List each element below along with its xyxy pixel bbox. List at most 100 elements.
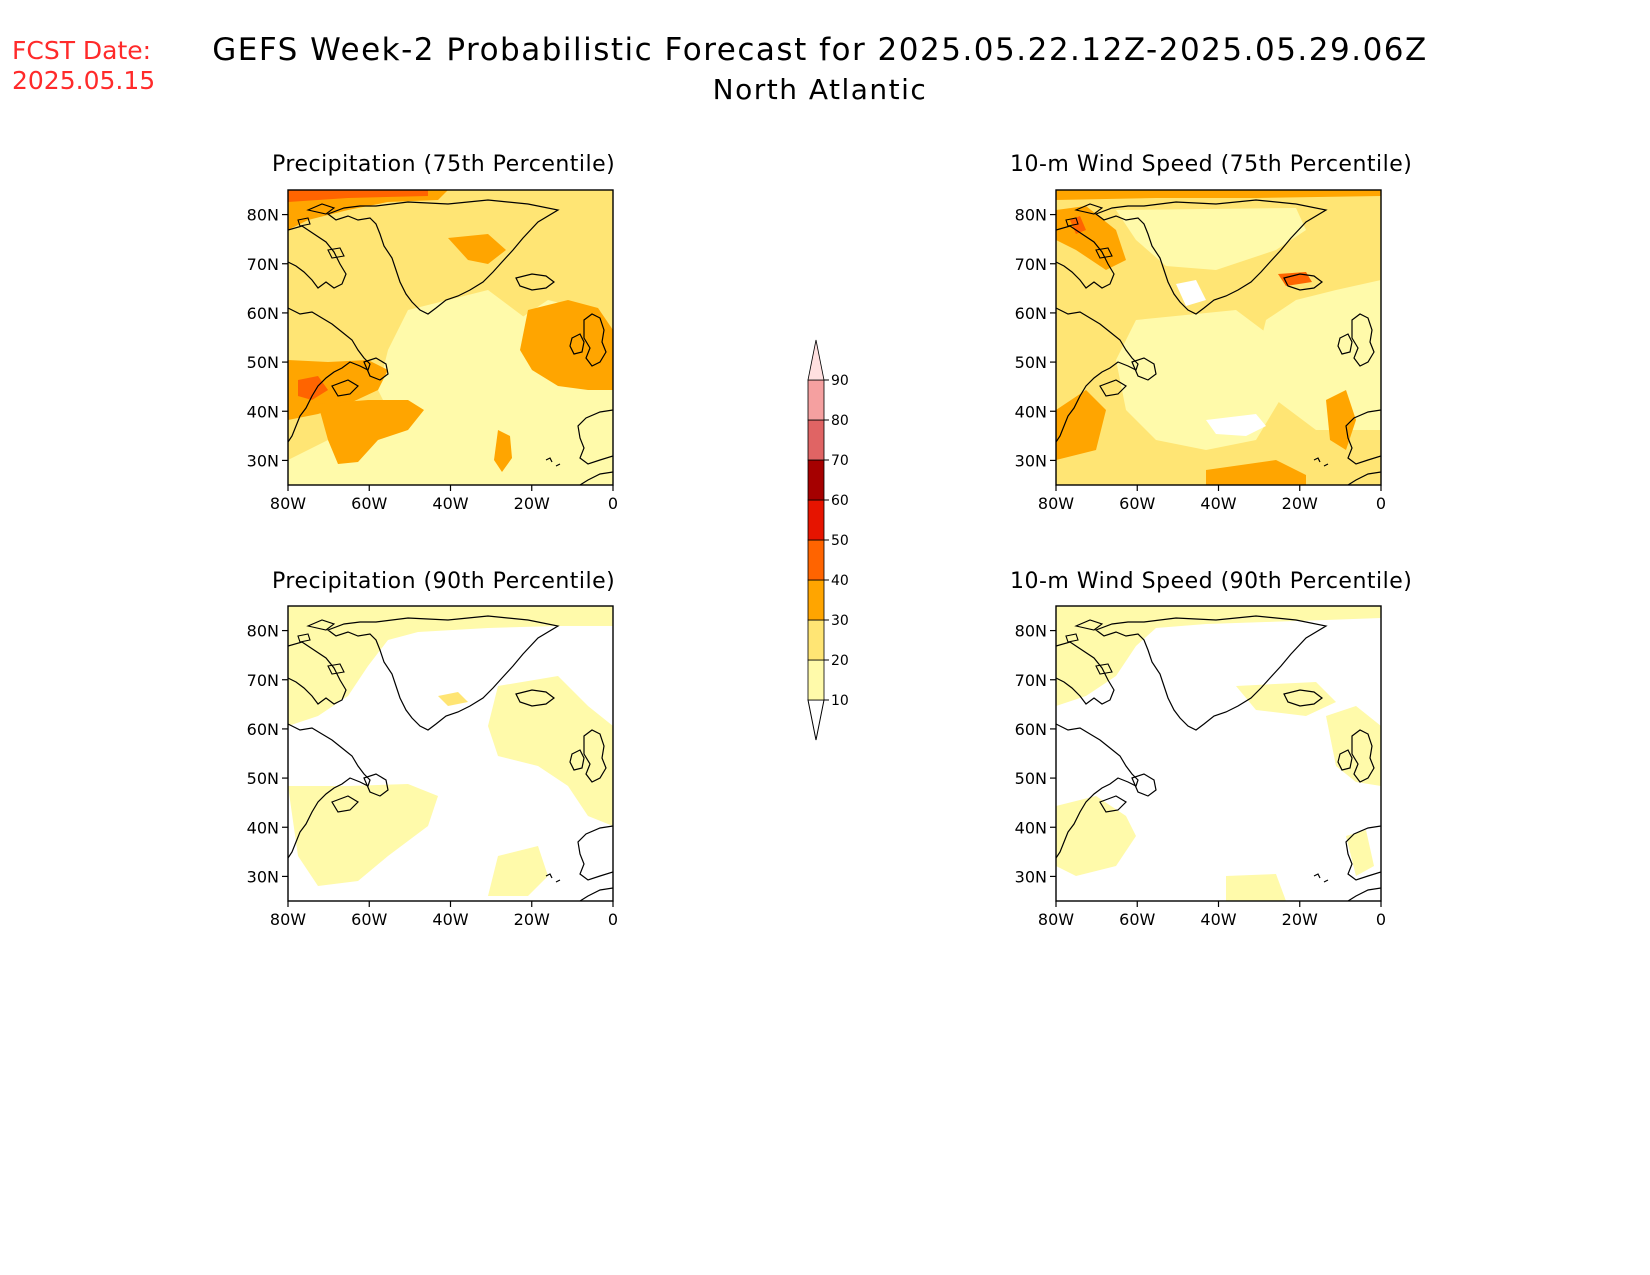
probability-shading bbox=[1056, 796, 1136, 876]
coastline bbox=[1131, 357, 1157, 381]
map-precip90: 80N 70N 60N 50N 40N 30N 80W 60W 40W 20W 0 bbox=[247, 605, 618, 929]
probability-shading bbox=[488, 676, 613, 826]
coastline bbox=[1347, 887, 1381, 901]
lon-tick-label: 20W bbox=[514, 494, 550, 513]
colorbar-max-triangle bbox=[807, 339, 825, 381]
panel-title-wind90: 10-m Wind Speed (90th Percentile) bbox=[1010, 569, 1413, 594]
lon-tick-label: 0 bbox=[1376, 494, 1386, 513]
forecast-date: FCST Date: 2025.05.15 bbox=[12, 36, 155, 96]
coastline bbox=[326, 615, 560, 731]
coastline bbox=[1345, 409, 1381, 465]
lon-tick-label: 60W bbox=[1119, 494, 1155, 513]
probability-shading bbox=[1326, 390, 1356, 450]
lat-tick-label: 30N bbox=[247, 451, 279, 470]
coastline bbox=[579, 887, 613, 901]
coastline bbox=[1094, 615, 1328, 731]
coastline bbox=[1094, 199, 1328, 315]
colorbar-segment bbox=[807, 539, 825, 581]
coastline bbox=[579, 471, 613, 485]
colorbar-segment bbox=[807, 459, 825, 501]
lat-tick-label: 40N bbox=[247, 818, 279, 837]
coastline bbox=[331, 795, 359, 813]
coastline bbox=[1099, 379, 1127, 397]
lon-tick-label: 20W bbox=[1282, 494, 1318, 513]
coastline bbox=[1056, 723, 1139, 859]
coastline bbox=[1351, 313, 1375, 367]
colorbar-segment bbox=[807, 499, 825, 541]
lon-tick-label: 60W bbox=[1119, 910, 1155, 929]
probability-shading bbox=[1176, 280, 1206, 306]
figure-header: GEFS Week-2 Probabilistic Forecast for 2… bbox=[200, 30, 1440, 110]
coastline bbox=[569, 333, 585, 355]
coastline bbox=[288, 723, 371, 859]
coastline bbox=[515, 689, 555, 707]
map-panel-precip90: 80N 70N 60N 50N 40N 30N 80W 60W 40W 20W 0 bbox=[230, 605, 630, 936]
map-field bbox=[288, 190, 613, 485]
probability-shading bbox=[298, 376, 328, 400]
probability-shading bbox=[1346, 830, 1374, 876]
lon-tick-label: 80W bbox=[1038, 494, 1074, 513]
coastline bbox=[583, 313, 607, 367]
colorbar-tick-label: 80 bbox=[831, 413, 849, 429]
colorbar-tick-label: 20 bbox=[831, 653, 849, 669]
lon-tick-label: 40W bbox=[432, 910, 468, 929]
coastline bbox=[363, 357, 389, 381]
coastline bbox=[1056, 307, 1139, 443]
colorbar-segment bbox=[807, 379, 825, 421]
coastline bbox=[1337, 749, 1353, 771]
lon-tick-label: 20W bbox=[1282, 910, 1318, 929]
coastline bbox=[577, 409, 613, 465]
lat-tick-label: 60N bbox=[1015, 720, 1047, 739]
lon-tick-label: 80W bbox=[270, 910, 306, 929]
lat-tick-label: 40N bbox=[247, 402, 279, 421]
lat-tick-label: 30N bbox=[247, 867, 279, 886]
coastline bbox=[1347, 471, 1381, 485]
map-field bbox=[1056, 190, 1381, 485]
coastline bbox=[1351, 729, 1375, 783]
forecast-date-label: FCST Date: bbox=[12, 36, 152, 65]
coastline bbox=[1283, 689, 1323, 707]
panel-title-precip90: Precipitation (90th Percentile) bbox=[272, 569, 616, 594]
coastline bbox=[1131, 773, 1157, 797]
colorbar-min-triangle bbox=[807, 699, 825, 741]
lat-tick-label: 40N bbox=[1015, 402, 1047, 421]
colorbar-segment bbox=[807, 419, 825, 461]
probability-shading bbox=[494, 430, 512, 472]
colorbar-tick-label: 90 bbox=[831, 373, 849, 389]
coastline bbox=[1099, 795, 1127, 813]
lat-tick-label: 80N bbox=[1015, 206, 1047, 225]
coastline bbox=[1056, 225, 1115, 289]
coastline bbox=[1056, 641, 1115, 705]
coastline bbox=[288, 225, 347, 289]
lat-tick-label: 70N bbox=[247, 671, 279, 690]
lat-tick-label: 50N bbox=[247, 353, 279, 372]
colorbar-tick-label: 50 bbox=[831, 533, 849, 549]
coastline bbox=[545, 873, 561, 883]
colorbar-segment bbox=[807, 579, 825, 621]
coastline bbox=[288, 641, 347, 705]
colorbar-segment bbox=[807, 659, 825, 701]
lat-tick-label: 40N bbox=[1015, 818, 1047, 837]
lat-tick-label: 70N bbox=[1015, 255, 1047, 274]
colorbar-segment bbox=[807, 619, 825, 661]
coastline bbox=[326, 199, 560, 315]
figure-subtitle: North Atlantic bbox=[712, 73, 928, 106]
lon-tick-label: 40W bbox=[1200, 494, 1236, 513]
colorbar-tick-label: 60 bbox=[831, 493, 849, 509]
probability-shading bbox=[288, 784, 438, 886]
probability-shading bbox=[318, 400, 424, 464]
probability-shading bbox=[1056, 606, 1381, 706]
probability-shading bbox=[438, 692, 468, 706]
colorbar-tick-label: 10 bbox=[831, 693, 849, 709]
coastline bbox=[297, 619, 345, 675]
lat-tick-label: 80N bbox=[1015, 622, 1047, 641]
coastline bbox=[1065, 619, 1113, 675]
map-panel-wind90: 80N 70N 60N 50N 40N 30N 80W 60W 40W 20W 0 bbox=[998, 605, 1398, 936]
colorbar-svg: 10 20 30 40 50 60 70 80 90 bbox=[807, 339, 849, 741]
lat-tick-label: 80N bbox=[247, 206, 279, 225]
lon-tick-label: 0 bbox=[1376, 910, 1386, 929]
lat-tick-label: 80N bbox=[247, 622, 279, 641]
probability-shading bbox=[1206, 414, 1266, 436]
coastline bbox=[569, 749, 585, 771]
colorbar: 10 20 30 40 50 60 70 80 90 bbox=[800, 330, 860, 754]
